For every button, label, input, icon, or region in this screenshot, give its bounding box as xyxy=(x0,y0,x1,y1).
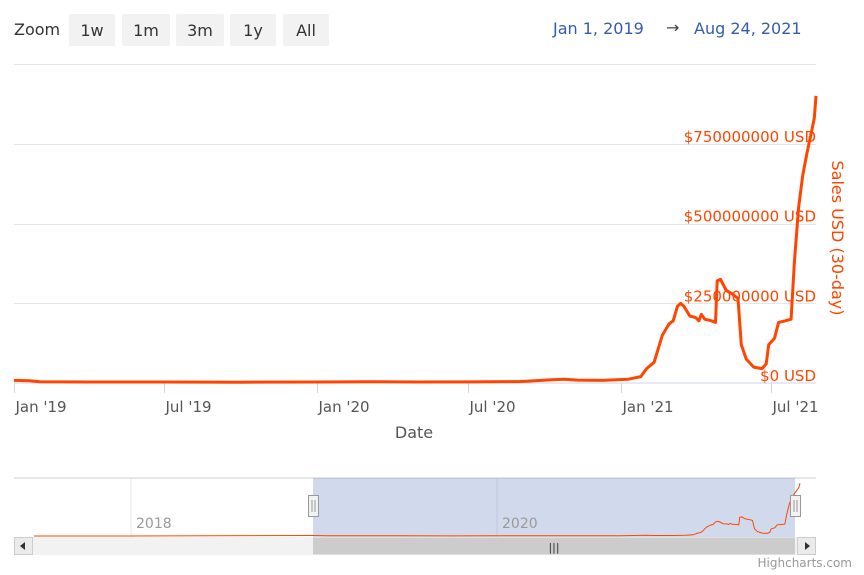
y-tick-label: $500000000 USD xyxy=(684,208,816,226)
x-tick-label: Jul '21 xyxy=(772,398,819,416)
plot-area[interactable] xyxy=(13,95,818,384)
navigator-left-handle[interactable] xyxy=(308,495,319,517)
y-tick-label: $750000000 USD xyxy=(684,128,816,146)
y-axis-title: Sales USD (30-day) xyxy=(828,161,847,316)
series-line[interactable] xyxy=(13,95,818,384)
range-to-input[interactable]: Aug 24, 2021 xyxy=(694,19,802,38)
x-tick-label: Jan '20 xyxy=(318,398,370,416)
x-tick-label: Jul '19 xyxy=(165,398,212,416)
navigator-selected-range[interactable] xyxy=(313,478,795,537)
credits-link[interactable]: Highcharts.com xyxy=(757,556,852,570)
zoom-all-button[interactable]: All xyxy=(283,14,329,46)
scrollbar-grip-icon: ||| xyxy=(548,541,559,554)
navigator-right-handle[interactable] xyxy=(790,495,801,517)
range-arrow: → xyxy=(666,18,680,37)
navigator-label-2018: 2018 xyxy=(136,516,172,532)
zoom-1y-button[interactable]: 1y xyxy=(230,14,276,46)
zoom-1m-button[interactable]: 1m xyxy=(122,14,170,46)
zoom-3m-button[interactable]: 3m xyxy=(176,14,224,46)
range-from-input[interactable]: Jan 1, 2019 xyxy=(553,19,644,38)
y-tick-label: $0 USD xyxy=(760,367,816,385)
arrow-left-icon xyxy=(20,542,25,550)
y-axis: $0 USD $250000000 USD $500000000 USD $75000… xyxy=(684,128,816,385)
x-axis-title: Date xyxy=(395,423,433,442)
zoom-1w-button[interactable]: 1w xyxy=(69,14,115,46)
x-tick-label: Jan '19 xyxy=(15,398,67,416)
x-tick-label: Jan '21 xyxy=(622,398,674,416)
grid-lines xyxy=(14,64,816,304)
navigator-series-line xyxy=(34,482,801,537)
y-tick-label: $250000000 USD xyxy=(684,287,816,305)
x-axis: Jan '19 Jul '19 Jan '20 Jul '20 Jan '21 Jul '… xyxy=(14,382,819,416)
x-tick-label: Jul '20 xyxy=(469,398,516,416)
navigator[interactable]: 2018 2020 xyxy=(14,477,816,537)
zoom-label: Zoom xyxy=(14,20,61,39)
scrollbar[interactable]: ||| xyxy=(14,537,816,555)
scrollbar-thumb[interactable] xyxy=(313,537,795,555)
arrow-right-icon xyxy=(805,542,810,550)
navigator-label-2020: 2020 xyxy=(502,516,538,532)
